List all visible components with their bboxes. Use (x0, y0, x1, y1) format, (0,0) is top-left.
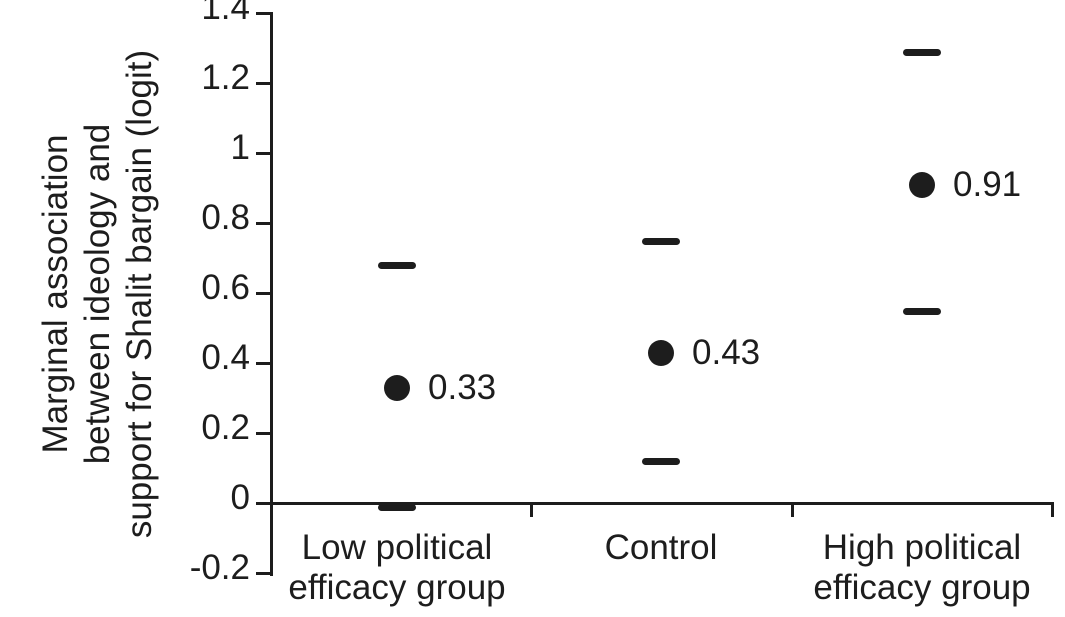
data-point (648, 340, 674, 366)
ci-lower-cap (642, 458, 680, 465)
y-axis-tick (256, 222, 273, 225)
y-tick-label: 1 (230, 127, 250, 167)
ci-lower-cap (378, 503, 416, 511)
x-axis-line (270, 502, 1054, 505)
y-axis-tick (256, 82, 273, 85)
y-tick-label: 1.2 (201, 57, 250, 97)
y-tick-label: 0 (230, 477, 250, 517)
x-axis-tick (790, 504, 794, 517)
y-tick-label: 0.2 (201, 407, 250, 447)
y-axis-title-line: between ideology and (78, 123, 117, 465)
ci-upper-cap (378, 262, 416, 269)
ci-upper-cap (642, 237, 680, 245)
x-axis-tick (1051, 504, 1054, 517)
data-point-value-label: 0.33 (428, 368, 497, 407)
ci-lower-cap (903, 307, 941, 315)
y-axis-tick (256, 152, 273, 155)
data-point-value-label: 0.43 (692, 333, 761, 372)
x-category-label: Control (491, 528, 831, 568)
ci-upper-cap (903, 48, 941, 56)
data-point (909, 172, 935, 198)
y-tick-label: -0.2 (189, 547, 250, 587)
x-category-label: Low political efficacy group (227, 528, 567, 608)
data-point (384, 375, 410, 401)
y-tick-label: 0.8 (201, 197, 250, 237)
y-axis-tick (256, 432, 273, 435)
data-point-value-label: 0.91 (953, 165, 1022, 204)
x-category-label-line: Control (604, 528, 718, 567)
x-axis-tick (530, 504, 533, 517)
x-category-label: High political efficacy group (752, 528, 1065, 608)
y-tick-label: 1.4 (201, 0, 250, 27)
y-axis-tick (256, 362, 273, 365)
y-axis-tick (256, 502, 273, 505)
y-axis-tick (256, 292, 273, 295)
y-axis-tick (256, 572, 273, 575)
y-axis-tick (256, 12, 273, 15)
y-axis-title-line: Marginal association (36, 134, 75, 454)
x-category-label-line: Low political (301, 528, 493, 567)
x-category-label-line: efficacy group (288, 568, 506, 607)
x-category-label-line: High political (822, 528, 1022, 567)
y-tick-label: 0.6 (201, 267, 250, 307)
x-category-label-line: efficacy group (813, 568, 1031, 607)
y-tick-label: 0.4 (201, 337, 250, 377)
